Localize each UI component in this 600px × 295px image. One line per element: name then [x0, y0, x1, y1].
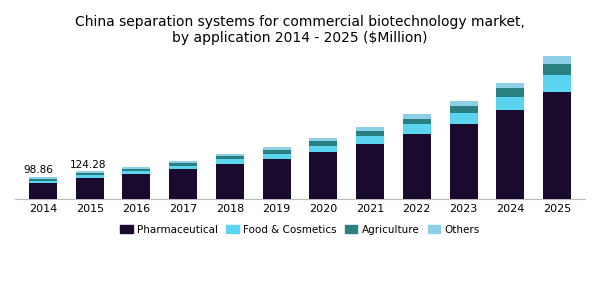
Bar	[263, 159, 290, 199]
Bar	[122, 169, 151, 171]
Bar	[310, 141, 337, 146]
Bar	[449, 101, 478, 106]
Bar	[310, 146, 337, 153]
Bar	[122, 171, 151, 174]
Bar	[496, 88, 524, 97]
Text: 124.28: 124.28	[70, 160, 107, 170]
Text: 98.86: 98.86	[23, 165, 53, 175]
Bar	[403, 124, 431, 134]
Bar	[76, 175, 104, 178]
Bar	[403, 114, 431, 119]
Bar	[310, 153, 337, 199]
Bar	[122, 174, 151, 199]
Bar	[169, 163, 197, 165]
Bar	[76, 171, 104, 173]
Title: China separation systems for commercial biotechnology market,
by application 201: China separation systems for commercial …	[75, 15, 525, 45]
Bar	[29, 177, 57, 179]
Bar	[543, 64, 571, 75]
Bar	[543, 56, 571, 64]
Bar	[449, 113, 478, 124]
Bar	[216, 164, 244, 199]
Legend: Pharmaceutical, Food & Cosmetics, Agriculture, Others: Pharmaceutical, Food & Cosmetics, Agricu…	[116, 220, 484, 239]
Bar	[76, 173, 104, 175]
Bar	[496, 110, 524, 199]
Bar	[216, 159, 244, 164]
Bar	[169, 165, 197, 169]
Bar	[29, 183, 57, 199]
Bar	[122, 167, 151, 169]
Bar	[403, 119, 431, 124]
Bar	[169, 169, 197, 199]
Bar	[310, 138, 337, 141]
Bar	[449, 124, 478, 199]
Bar	[356, 144, 384, 199]
Bar	[169, 161, 197, 163]
Bar	[543, 75, 571, 92]
Bar	[403, 134, 431, 199]
Bar	[356, 127, 384, 131]
Bar	[263, 150, 290, 154]
Bar	[263, 154, 290, 159]
Bar	[543, 92, 571, 199]
Bar	[29, 179, 57, 181]
Bar	[356, 136, 384, 144]
Bar	[496, 83, 524, 88]
Bar	[449, 106, 478, 113]
Bar	[29, 181, 57, 183]
Bar	[496, 97, 524, 110]
Bar	[356, 131, 384, 136]
Bar	[263, 147, 290, 150]
Bar	[216, 156, 244, 159]
Bar	[216, 154, 244, 156]
Bar	[76, 178, 104, 199]
